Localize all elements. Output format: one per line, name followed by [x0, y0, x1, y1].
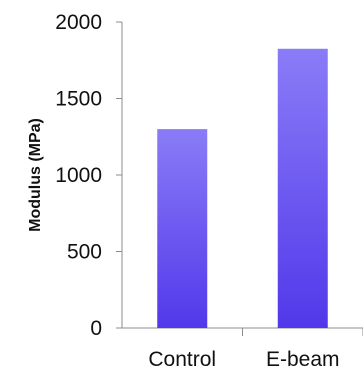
x-category-label: Control — [148, 348, 216, 371]
bar-e-beam — [277, 48, 328, 329]
labels: 0 500 1000 1500 2000 Control E-beam — [55, 11, 339, 371]
y-tick-label: 0 — [90, 317, 102, 340]
bars — [157, 48, 328, 329]
y-tick-label: 1000 — [55, 164, 102, 187]
x-category-label: E-beam — [266, 348, 340, 371]
y-tick-label: 500 — [67, 241, 102, 264]
y-tick-label: 2000 — [55, 11, 102, 34]
y-axis-title: Modulus (MPa) — [27, 118, 44, 232]
bar-control — [157, 129, 208, 328]
y-tick-label: 1500 — [55, 88, 102, 111]
